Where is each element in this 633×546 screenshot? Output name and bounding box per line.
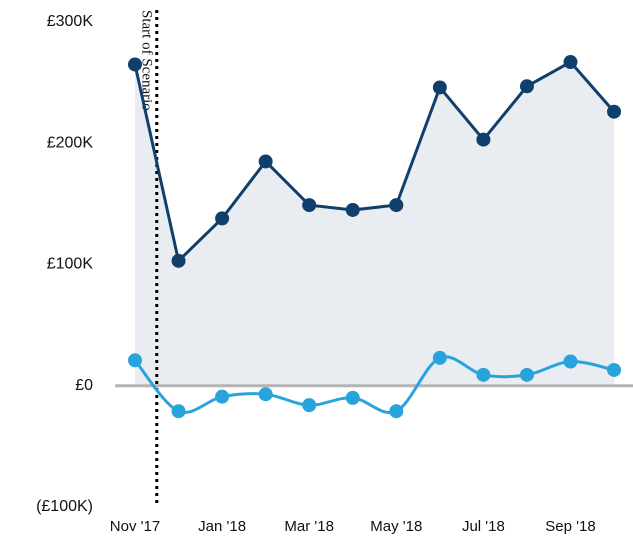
point [215,211,230,226]
y-tick-label: £0 [75,377,93,394]
point [171,253,186,268]
y-tick-label: £300K [47,13,94,30]
x-tick-label: Jan '18 [198,518,246,535]
point [607,104,622,119]
point [258,154,273,169]
point [607,362,622,377]
x-tick-label: Sep '18 [545,518,595,535]
point [171,404,186,419]
point [476,132,491,147]
point [215,389,230,404]
point [476,367,491,382]
y-tick-label: £200K [47,134,94,151]
point [258,387,273,402]
point [345,202,360,217]
point [128,353,142,368]
y-tick-label: £100K [47,256,94,273]
series-line [133,60,616,264]
point [389,198,404,213]
point [302,198,317,213]
area [135,62,615,386]
y-tick-label: (£100K) [36,498,93,515]
point [563,55,578,70]
x-tick-label: Jul '18 [462,518,505,535]
point [128,57,142,72]
point [302,398,317,413]
point [389,404,404,419]
x-tick-label: Mar '18 [284,518,334,535]
point [519,367,534,382]
point [345,390,360,405]
x-tick-label: Nov '17 [110,518,160,535]
annotation: Start of Scenario [138,10,154,111]
x-tick-label: May '18 [370,518,422,535]
point [432,80,447,95]
point [432,350,447,365]
point [519,79,534,94]
point [563,354,578,369]
